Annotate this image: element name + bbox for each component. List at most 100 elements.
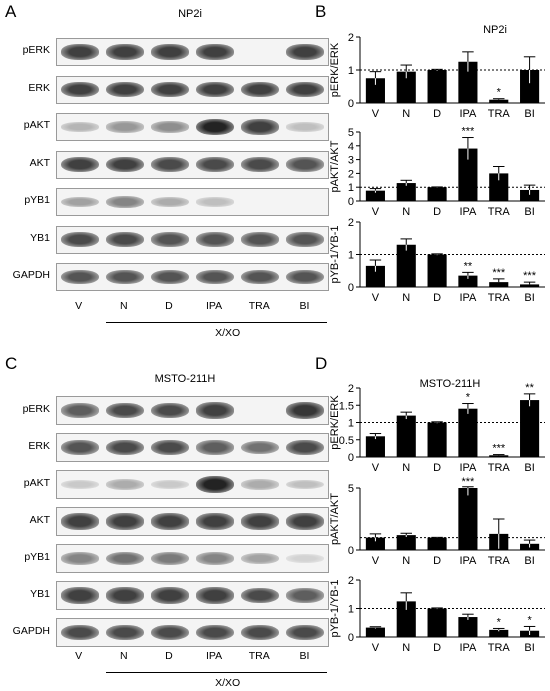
bar [458, 275, 478, 287]
msto-band [286, 588, 325, 603]
panel-a-title: NP2i [178, 8, 202, 20]
y-tick-label: 2 [348, 575, 354, 587]
y-tick-label: 0.5 [339, 435, 354, 447]
y-tick-label: 0 [348, 545, 354, 557]
category-label: BI [524, 206, 534, 218]
panel-letter-d: D [315, 354, 328, 373]
category-label: IPA [459, 206, 477, 218]
panel-letter-b: B [315, 2, 327, 21]
bar [396, 601, 416, 637]
category-label: N [402, 642, 410, 654]
np2i-band [60, 231, 99, 248]
category-label: V [372, 108, 380, 120]
np2i-band [241, 81, 280, 98]
np2i-band [60, 121, 99, 133]
y-tick-label: 2 [348, 217, 354, 229]
bar [520, 400, 540, 457]
msto-band [150, 624, 189, 641]
np2i-blot-strip-pakt [56, 113, 329, 141]
np2i-band [105, 81, 144, 98]
significance-label: ** [464, 260, 473, 272]
category-label: D [433, 108, 441, 120]
np2i-blot-strip-akt [56, 150, 329, 179]
msto-band [241, 624, 280, 641]
bar [520, 70, 540, 103]
category-label: TRA [488, 206, 511, 218]
msto-band [196, 587, 235, 604]
y-tick-label: 1 [348, 418, 354, 430]
np2i-band [286, 269, 325, 285]
y-tick-label: 3 [348, 155, 354, 167]
bar [458, 148, 478, 201]
bar [489, 99, 509, 103]
msto-lane-label: BI [299, 650, 310, 662]
category-label: BI [524, 292, 534, 304]
np2i-band [196, 44, 235, 60]
np2i-blot-label-akt: AKT [29, 156, 50, 169]
msto-blot-label-perk: pERK [22, 402, 50, 415]
msto-band [60, 513, 99, 530]
np2i-group-line [105, 322, 327, 323]
np2i-blot-label-yb1: YB1 [30, 231, 50, 244]
y-tick-label: 1.5 [339, 400, 354, 412]
msto-band [60, 439, 99, 456]
np2i-blot-strip-yb1 [56, 225, 329, 254]
np2i-band [60, 156, 99, 173]
panel-b-title: NP2i [483, 24, 507, 36]
y-tick-label: 2 [348, 168, 354, 180]
category-label: D [433, 206, 441, 218]
np2i-band [60, 44, 99, 60]
np2i-blot-label-gapdh: GAPDH [12, 269, 50, 281]
msto-band [196, 552, 235, 565]
np2i-blot-strip-pyb1 [56, 188, 329, 216]
y-tick-label: 4 [348, 141, 354, 153]
category-label: N [402, 108, 410, 120]
np2i-band [286, 44, 325, 60]
msto-lane-label: N [119, 650, 128, 662]
significance-label: * [497, 87, 502, 99]
np2i-band [105, 44, 144, 60]
np2i-band [196, 232, 235, 247]
np2i-group-label: X/XO [215, 327, 241, 339]
msto-blot-label-gapdh: GAPDH [12, 624, 50, 637]
category-label: V [372, 555, 380, 567]
msto-band [105, 479, 144, 490]
msto-blot-label-pakt: pAKT [23, 476, 50, 489]
np2i-lane-label: BI [299, 300, 310, 312]
msto-band [60, 624, 99, 641]
msto-band [286, 624, 325, 641]
np2i-band [241, 232, 280, 247]
np2i-lane-label: N [119, 300, 128, 312]
np2i-blot-label-pyb1: pYB1 [24, 194, 50, 206]
category-label: TRA [488, 462, 511, 474]
bar [489, 629, 509, 637]
bar [396, 415, 416, 457]
np2i-band [150, 44, 189, 60]
y-axis-label: pERK/ERK [329, 42, 341, 97]
msto-band [60, 403, 99, 418]
bar [365, 537, 385, 550]
bar [520, 189, 540, 201]
np2i-band [241, 156, 280, 173]
np2i-blot-label-perk: pERK [22, 44, 50, 56]
bar [396, 535, 416, 550]
bar [396, 71, 416, 103]
bar [458, 408, 478, 457]
msto-blot-label-akt: AKT [29, 513, 50, 526]
msto-band [286, 402, 325, 419]
category-label: TRA [488, 292, 511, 304]
category-label: TRA [488, 642, 511, 654]
category-label: BI [524, 108, 534, 120]
category-label: V [372, 642, 380, 654]
np2i-band [286, 81, 325, 98]
msto-blot-strip-akt [56, 507, 329, 536]
msto-band [150, 587, 189, 604]
category-label: N [402, 292, 410, 304]
np2i-band [60, 196, 99, 208]
msto-band [150, 479, 189, 490]
category-label: D [433, 642, 441, 654]
msto-group-line [105, 672, 327, 673]
category-label: D [433, 462, 441, 474]
msto-group-label: X/XO [215, 677, 241, 689]
